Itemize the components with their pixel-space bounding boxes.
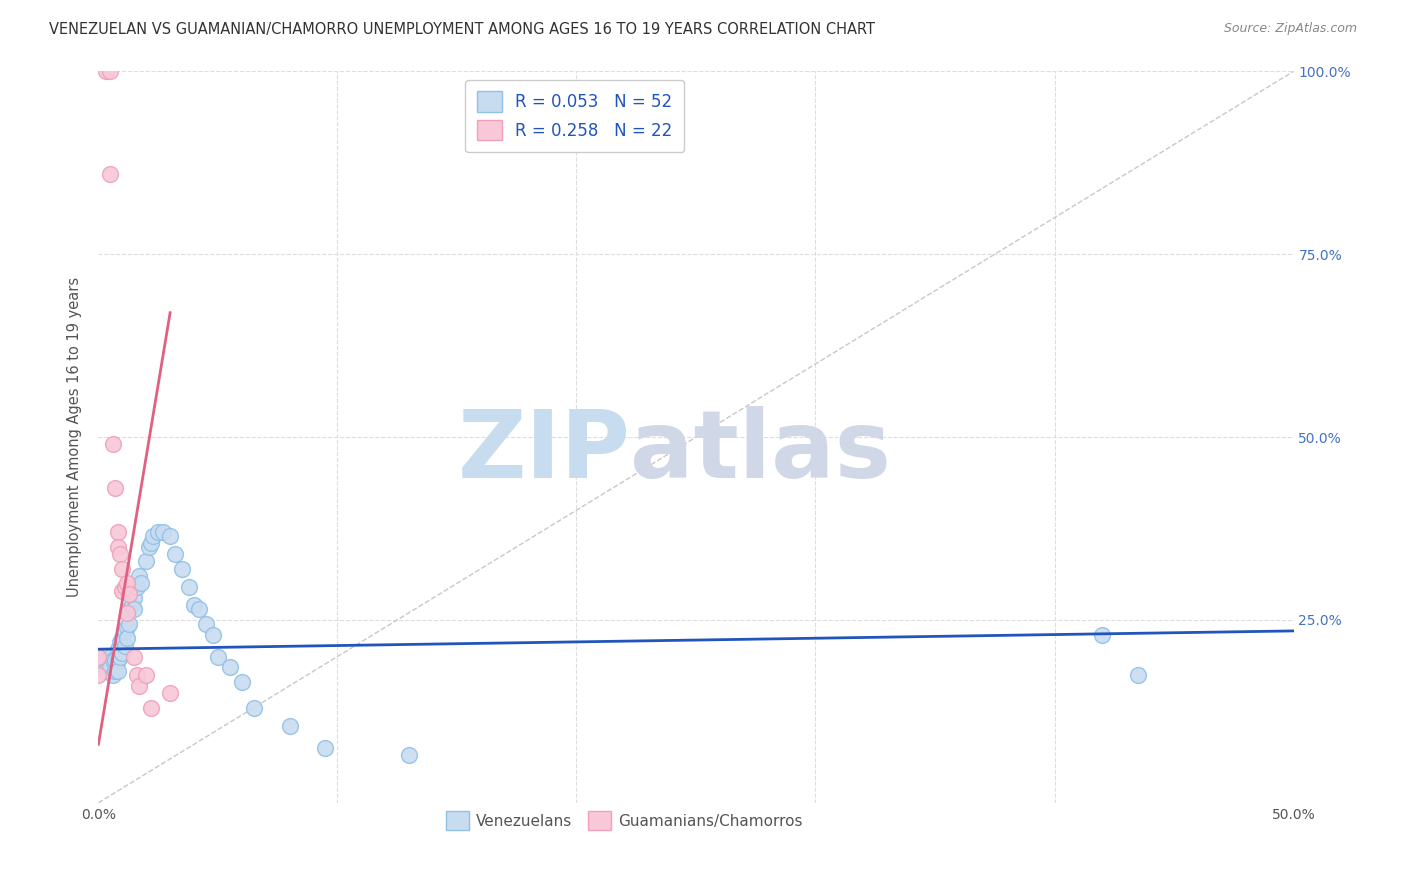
- Point: [107, 525, 129, 540]
- Point: [98, 649, 122, 664]
- Point: [128, 679, 150, 693]
- Point: [152, 525, 174, 540]
- Text: ZIP: ZIP: [457, 406, 630, 498]
- Point: [278, 719, 301, 733]
- Text: atlas: atlas: [630, 406, 891, 498]
- Point: [139, 700, 162, 714]
- Point: [114, 580, 136, 594]
- Point: [107, 664, 129, 678]
- Text: Source: ZipAtlas.com: Source: ZipAtlas.com: [1223, 22, 1357, 36]
- Point: [179, 580, 201, 594]
- Point: [101, 653, 124, 667]
- Point: [219, 660, 242, 674]
- Point: [125, 667, 148, 681]
- Point: [98, 167, 122, 181]
- Point: [1128, 667, 1150, 681]
- Point: [195, 616, 218, 631]
- Point: [398, 748, 420, 763]
- Point: [111, 646, 134, 660]
- Text: VENEZUELAN VS GUAMANIAN/CHAMORRO UNEMPLOYMENT AMONG AGES 16 TO 19 YEARS CORRELAT: VENEZUELAN VS GUAMANIAN/CHAMORRO UNEMPLO…: [49, 22, 875, 37]
- Y-axis label: Unemployment Among Ages 16 to 19 years: Unemployment Among Ages 16 to 19 years: [67, 277, 83, 597]
- Point: [115, 576, 138, 591]
- Point: [101, 667, 124, 681]
- Point: [111, 562, 134, 576]
- Point: [111, 583, 134, 598]
- Point: [115, 620, 138, 634]
- Point: [135, 554, 157, 568]
- Legend: Venezuelans, Guamanians/Chamorros: Venezuelans, Guamanians/Chamorros: [436, 802, 813, 839]
- Point: [142, 529, 165, 543]
- Point: [118, 602, 141, 616]
- Point: [128, 569, 150, 583]
- Point: [124, 591, 146, 605]
- Point: [121, 599, 143, 613]
- Point: [115, 606, 138, 620]
- Point: [124, 602, 146, 616]
- Point: [115, 632, 138, 646]
- Point: [108, 547, 131, 561]
- Point: [131, 576, 153, 591]
- Point: [104, 664, 127, 678]
- Point: [107, 653, 129, 667]
- Point: [202, 627, 225, 641]
- Point: [114, 624, 136, 638]
- Point: [104, 653, 127, 667]
- Point: [87, 660, 110, 674]
- Point: [163, 547, 186, 561]
- Point: [135, 667, 157, 681]
- Point: [87, 667, 110, 681]
- Point: [125, 580, 148, 594]
- Point: [118, 587, 141, 601]
- Point: [107, 642, 129, 657]
- Point: [118, 616, 141, 631]
- Point: [98, 64, 122, 78]
- Point: [207, 649, 229, 664]
- Point: [108, 635, 131, 649]
- Point: [114, 639, 136, 653]
- Point: [111, 632, 134, 646]
- Point: [243, 700, 266, 714]
- Point: [231, 675, 253, 690]
- Point: [94, 664, 117, 678]
- Point: [183, 599, 205, 613]
- Point: [108, 649, 131, 664]
- Point: [187, 602, 209, 616]
- Point: [139, 536, 162, 550]
- Point: [1091, 627, 1114, 641]
- Point: [172, 562, 194, 576]
- Point: [159, 529, 181, 543]
- Point: [148, 525, 170, 540]
- Point: [315, 740, 337, 755]
- Point: [94, 64, 117, 78]
- Point: [87, 649, 110, 664]
- Point: [87, 649, 110, 664]
- Point: [159, 686, 181, 700]
- Point: [94, 653, 117, 667]
- Point: [124, 649, 146, 664]
- Point: [98, 660, 122, 674]
- Point: [104, 481, 127, 495]
- Point: [138, 540, 160, 554]
- Point: [107, 540, 129, 554]
- Point: [101, 437, 124, 451]
